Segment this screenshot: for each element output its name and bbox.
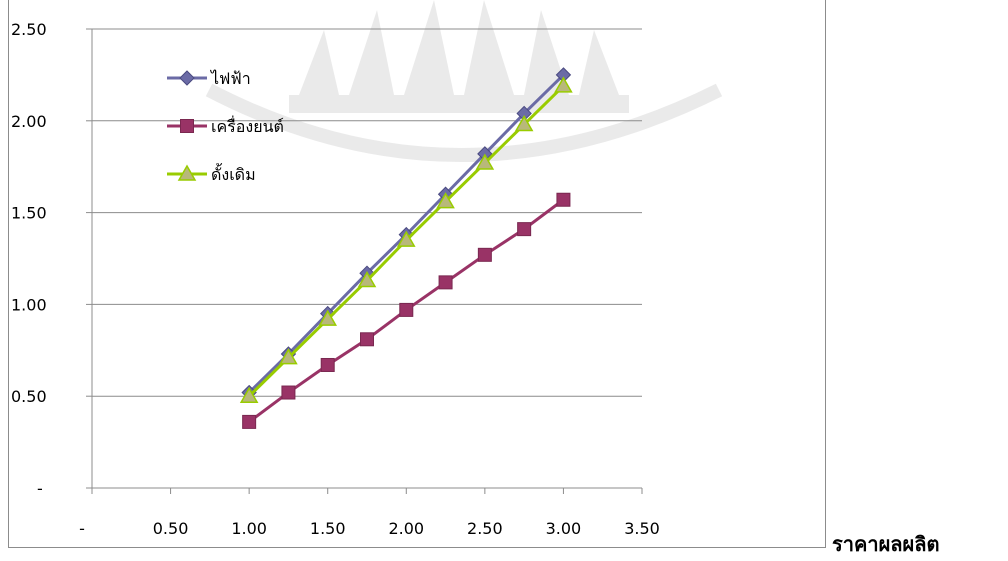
series-1-point-2 [320, 357, 335, 372]
x-tick-label-6: 3.00 [546, 519, 582, 538]
series-1-point-4 [399, 302, 414, 317]
y-tick-label-0: - [37, 479, 43, 498]
legend-item-1: เครื่องยนต์ [167, 115, 284, 136]
series-1-point-8 [556, 192, 571, 207]
chart-frame: - 0.50 1.00 1.50 2.00 2.50 3.00 3.50 - 0.50 1.00 1… [8, 0, 826, 548]
chart-svg: - 0.50 1.00 1.50 2.00 2.50 3.00 3.50 - 0.50 1.00 1… [11, 20, 660, 538]
series-2 [239, 76, 573, 403]
y-tick-label-4: 2.00 [11, 112, 47, 131]
x-axis-ticks: - 0.50 1.00 1.50 2.00 2.50 3.00 3.50 [79, 488, 660, 538]
series-2-point-2 [318, 309, 338, 326]
legend-item-2: ดั้งเดิม [167, 163, 256, 184]
x-tick-label-0: - [79, 519, 85, 538]
x-tick-label-3: 1.50 [310, 519, 346, 538]
x-tick-label-1: 0.50 [153, 519, 189, 538]
legend-item-0: ไฟฟ้า [167, 69, 251, 88]
series-1-point-1 [281, 385, 296, 400]
series-layer [239, 67, 573, 429]
series-1-point-0 [242, 414, 257, 429]
series-1-point-6 [477, 247, 492, 262]
series-2-point-3 [357, 271, 377, 288]
series-2-point-8 [554, 76, 573, 93]
series-2-point-1 [279, 348, 298, 365]
y-tick-label-5: 2.50 [11, 20, 47, 39]
series-2-point-5 [436, 192, 455, 209]
legend-marker-2 [177, 164, 197, 181]
legend-marker-0 [179, 70, 195, 86]
series-2-point-0 [239, 386, 259, 403]
y-tick-label-2: 1.00 [11, 295, 47, 314]
series-1-point-3 [360, 332, 374, 347]
axes [91, 29, 642, 489]
series-1 [242, 192, 571, 429]
x-tick-label-5: 2.50 [467, 519, 503, 538]
legend-label-2: ดั้งเดิม [211, 163, 256, 184]
legend-label-0: ไฟฟ้า [209, 69, 251, 88]
x-tick-label-2: 1.00 [231, 519, 267, 538]
y-tick-label-3: 1.50 [11, 204, 47, 223]
series-1-point-7 [517, 222, 532, 237]
y-axis-ticks: - 0.50 1.00 1.50 2.00 2.50 [11, 20, 92, 498]
x-axis-title: ราคาผลผลิต [832, 532, 940, 556]
legend-marker-1 [180, 119, 194, 133]
x-tick-label-7: 3.50 [624, 519, 660, 538]
series-2-point-7 [514, 114, 534, 132]
y-tick-label-1: 0.50 [11, 387, 47, 406]
x-tick-label-4: 2.00 [388, 519, 424, 538]
series-1-point-5 [438, 275, 453, 290]
series-2-point-6 [475, 153, 495, 170]
series-2-point-4 [396, 230, 416, 247]
legend-label-1: เครื่องยนต์ [211, 115, 284, 136]
